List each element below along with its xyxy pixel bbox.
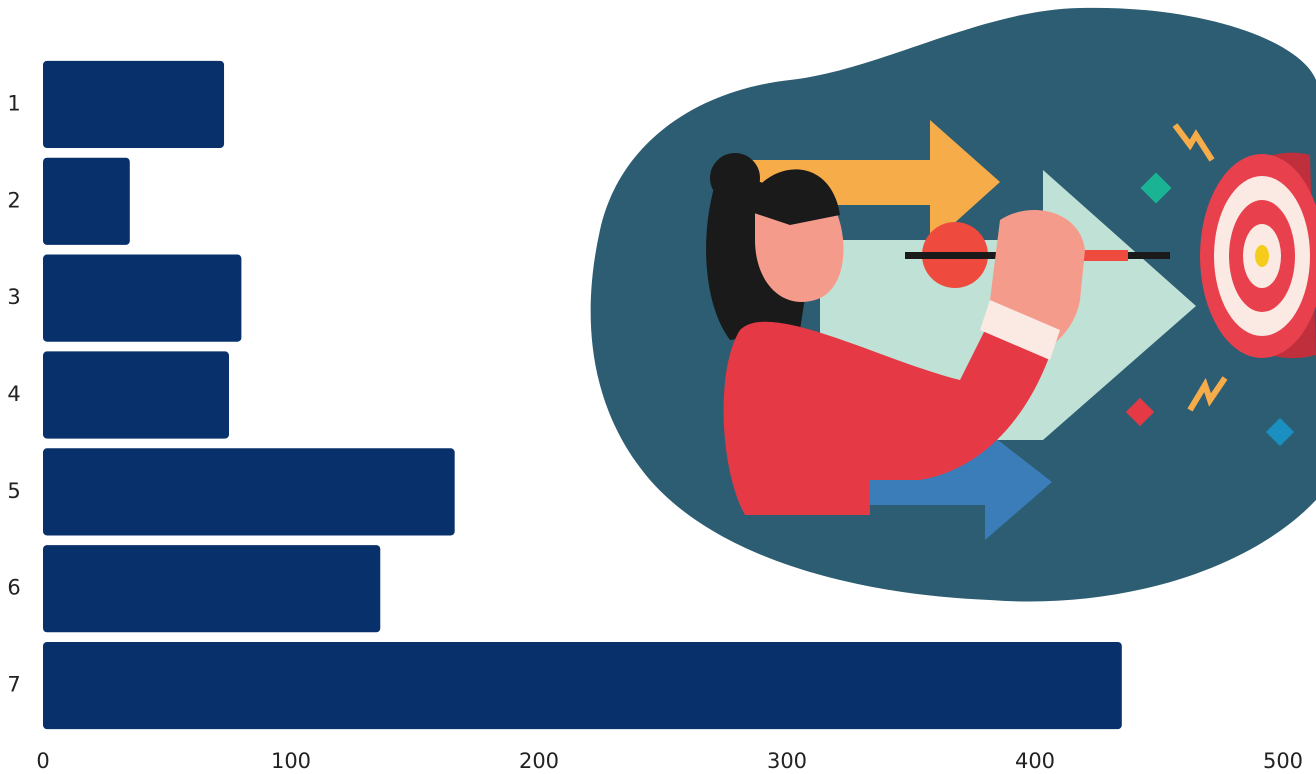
y-tick-label: 3	[7, 285, 20, 309]
y-tick-label: 6	[7, 576, 20, 600]
x-tick-label: 400	[1015, 749, 1055, 773]
bar	[43, 157, 130, 245]
illustration	[590, 7, 1316, 602]
x-tick-label: 0	[36, 749, 49, 773]
bar	[43, 351, 229, 439]
x-tick-label: 200	[519, 749, 559, 773]
y-tick-label: 4	[7, 382, 20, 406]
x-tick-label: 100	[271, 749, 311, 773]
y-tick-label: 1	[7, 91, 20, 115]
y-tick-label: 2	[7, 188, 20, 212]
bar	[43, 641, 1122, 730]
bar	[43, 545, 381, 633]
bar	[43, 254, 242, 342]
y-tick-label: 7	[7, 673, 20, 697]
x-tick-label: 500	[1263, 749, 1303, 773]
y-tick-label: 5	[7, 479, 20, 503]
bar	[43, 60, 225, 149]
x-tick-label: 300	[767, 749, 807, 773]
bar	[43, 448, 455, 536]
